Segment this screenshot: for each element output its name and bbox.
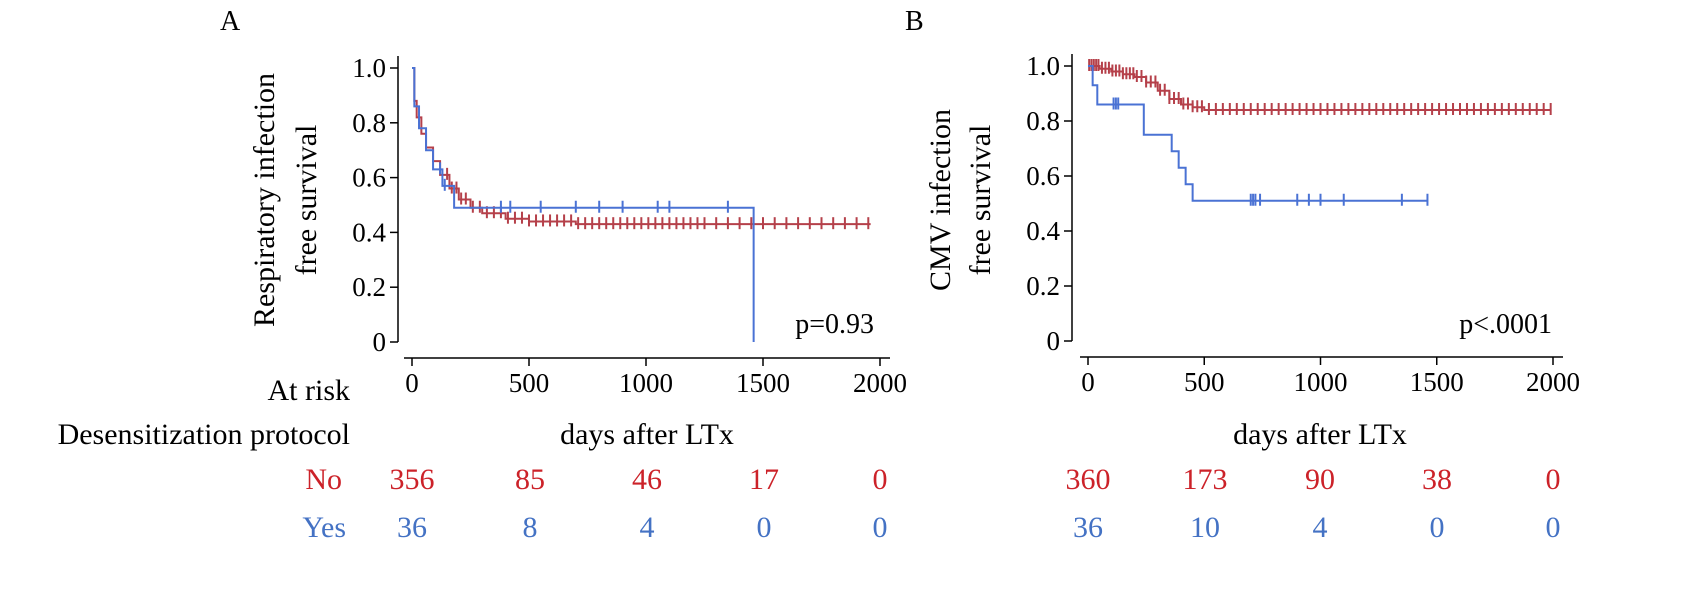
x-tick-label: 1500 [1410,367,1464,397]
risk-cell: 0 [1546,511,1561,544]
x-tick-label: 0 [405,368,419,398]
panel-a: A Respiratory infection free survival 00… [220,6,907,451]
at-risk-label: At risk [268,374,351,407]
x-tick-label: 2000 [853,368,907,398]
panel-b-letter: B [905,6,924,37]
risk-cell: 0 [1546,463,1561,496]
risk-cell: 4 [640,511,655,544]
risk-row-label-yes: Yes [302,511,346,544]
y-tick-label: 0.8 [1026,106,1060,136]
panel-a-axes: 0 0.2 0.4 0.6 0.8 1.0 0 500 1000 1500 2000 [352,53,907,398]
panel-b: B CMV infection free survival 0 0.2 0.4 0.6… [905,6,1580,451]
risk-cell: 356 [390,463,435,496]
risk-cell: 36 [397,511,427,544]
x-tick-label: 500 [1184,367,1225,397]
risk-cell: 0 [1430,511,1445,544]
y-tick-label: 1.0 [352,53,386,83]
y-tick-label: 0.8 [352,108,386,138]
risk-cell: 17 [749,463,779,496]
y-tick-label: 0.4 [352,217,386,247]
risk-table-cells: 356 85 46 17 0 360 173 90 38 0 36 8 4 0 0 36 10 4 0 0 [390,463,1561,544]
risk-cell: 38 [1422,463,1452,496]
y-tick-label: 0 [373,327,387,357]
risk-cell: 46 [632,463,662,496]
risk-cell: 90 [1305,463,1335,496]
km-curve-series-1 [412,67,755,342]
y-tick-label: 0.6 [1026,161,1060,191]
x-tick-label: 2000 [1526,367,1580,397]
km-curve-series-1 [1088,65,1428,202]
panel-b-ylabel-line2: free survival [964,125,997,276]
x-tick-label: 1500 [736,368,790,398]
x-tick-label: 1000 [1294,367,1348,397]
panel-b-plot [1088,59,1552,206]
risk-cell: 0 [757,511,772,544]
panel-b-ylabel-line1: CMV infection [924,109,957,291]
risk-cell: 4 [1313,511,1328,544]
risk-cell: 10 [1190,511,1220,544]
x-tick-label: 500 [509,368,550,398]
y-tick-label: 0.6 [352,163,386,193]
panel-a-ylabel-line1: Respiratory infection [248,73,281,327]
risk-cell: 360 [1066,463,1111,496]
x-tick-label: 0 [1081,367,1095,397]
y-tick-label: 0 [1047,326,1061,356]
risk-cell: 0 [873,463,888,496]
protocol-label: Desensitization protocol [58,418,350,451]
risk-cell: 0 [873,511,888,544]
y-tick-label: 1.0 [1026,51,1060,81]
x-tick-label: 1000 [619,368,673,398]
panel-a-xlabel: days after LTx [560,418,734,451]
y-tick-label: 0.4 [1026,216,1060,246]
y-tick-label: 0.2 [1026,271,1060,301]
panel-b-axes: 0 0.2 0.4 0.6 0.8 1.0 0 500 1000 1500 2000 [1026,51,1580,397]
panel-a-ylabel-line2: free survival [290,125,323,276]
risk-row-label-no: No [305,463,342,496]
panel-b-xlabel: days after LTx [1233,418,1407,451]
panel-a-pvalue: p=0.93 [795,309,874,340]
risk-cell: 173 [1183,463,1228,496]
panel-b-pvalue: p<.0001 [1459,309,1552,340]
risk-cell: 85 [515,463,545,496]
panel-a-letter: A [220,6,241,37]
risk-cell: 36 [1073,511,1103,544]
panel-a-plot [412,67,871,342]
y-tick-label: 0.2 [352,272,386,302]
risk-cell: 8 [523,511,538,544]
